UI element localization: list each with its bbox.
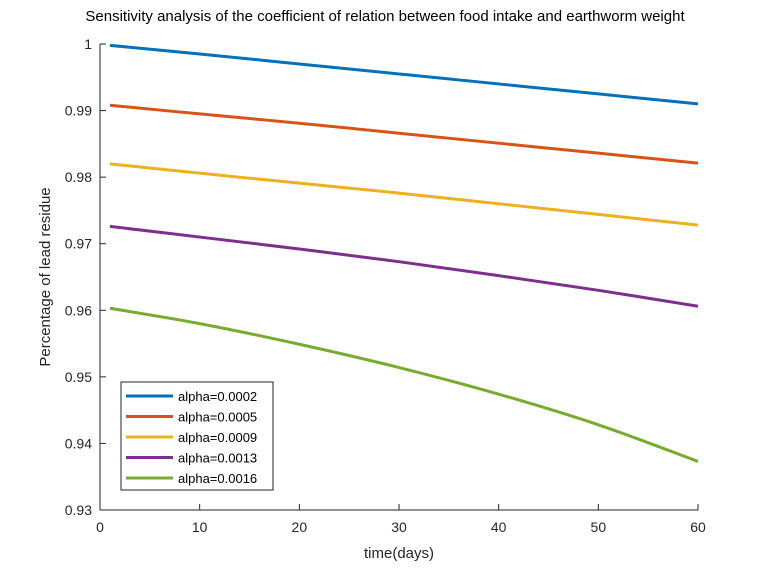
y-tick-label: 0.94 bbox=[65, 435, 92, 451]
y-tick-label: 0.95 bbox=[65, 369, 92, 385]
x-tick-label: 50 bbox=[591, 519, 607, 535]
legend-label-1: alpha=0.0002 bbox=[178, 389, 257, 404]
series-line-3 bbox=[109, 162, 699, 227]
x-tick-label: 10 bbox=[192, 519, 208, 535]
legend-label-2: alpha=0.0005 bbox=[178, 410, 257, 425]
series-line-2 bbox=[109, 103, 699, 165]
legend: alpha=0.0002 alpha=0.0005 alpha=0.0009 alph… bbox=[120, 381, 274, 491]
series-line-4 bbox=[109, 224, 699, 308]
series-line-1 bbox=[109, 43, 699, 106]
y-tick-label: 0.99 bbox=[65, 103, 92, 119]
y-axis-label: Percentage of lead residue bbox=[37, 187, 54, 366]
legend-label-3: alpha=0.0009 bbox=[178, 430, 257, 445]
series-line-5 bbox=[109, 306, 699, 463]
legend-label-5: alpha=0.0016 bbox=[178, 471, 257, 486]
y-tick-label: 0.93 bbox=[65, 502, 92, 518]
y-ticks: 0.93 0.94 0.95 0.96 0.97 0.98 0.99 1 bbox=[65, 36, 106, 518]
x-tick-label: 0 bbox=[96, 519, 104, 535]
legend-label-4: alpha=0.0013 bbox=[178, 451, 257, 466]
x-tick-label: 60 bbox=[690, 519, 706, 535]
y-tick-label: 1 bbox=[84, 36, 92, 52]
chart-title: Sensitivity analysis of the coefficient … bbox=[85, 8, 685, 25]
y-tick-label: 0.97 bbox=[65, 236, 92, 252]
y-tick-label: 0.96 bbox=[65, 302, 92, 318]
x-tick-label: 40 bbox=[491, 519, 507, 535]
x-axis-label: time(days) bbox=[364, 545, 434, 562]
y-tick-label: 0.98 bbox=[65, 169, 92, 185]
legend-entries: alpha=0.0002 alpha=0.0005 alpha=0.0009 alph… bbox=[126, 389, 257, 486]
x-tick-label: 30 bbox=[391, 519, 407, 535]
x-tick-label: 20 bbox=[292, 519, 308, 535]
series-layer bbox=[109, 43, 699, 463]
x-ticks: 0 10 20 30 40 50 60 bbox=[96, 504, 706, 535]
